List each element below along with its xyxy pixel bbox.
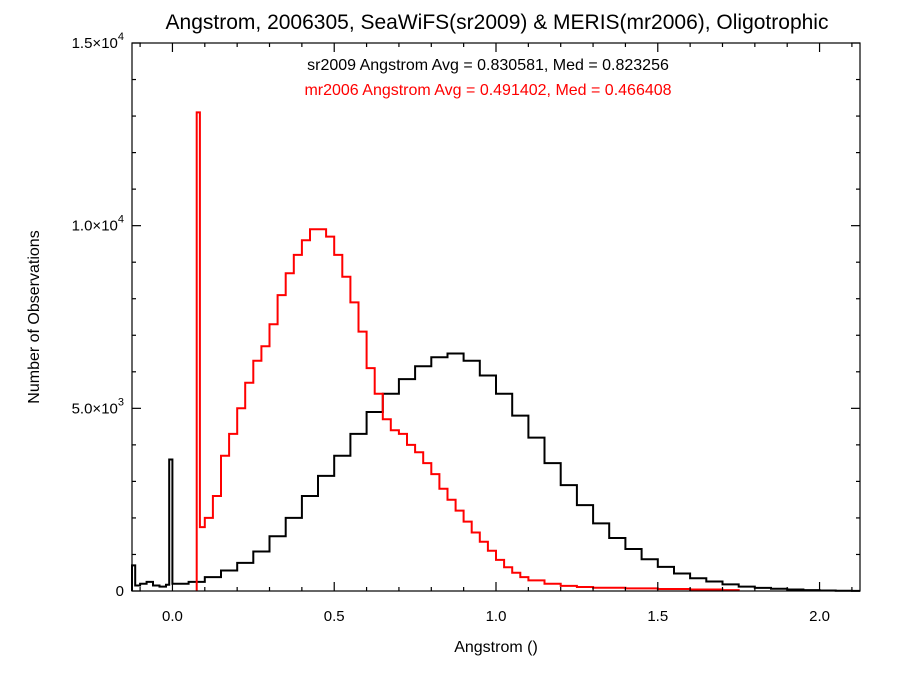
series-layer bbox=[131, 111, 860, 592]
ticks-layer: 0.0 0.5 1.0 1.5 2.0 0 5.0×103 1.0×104 1.5×104 bbox=[72, 31, 860, 625]
x-tick-label-3: 1.5 bbox=[647, 608, 668, 625]
y-tick-label-0: 0 bbox=[116, 583, 124, 600]
x-tick-label-2: 1.0 bbox=[486, 608, 507, 625]
x-tick-label-1: 0.5 bbox=[324, 608, 345, 625]
x-tick-label-0: 0.0 bbox=[162, 608, 183, 625]
series-line-1 bbox=[195, 111, 740, 592]
chart-title: Angstrom, 2006305, SeaWiFS(sr2009) & MER… bbox=[166, 11, 829, 34]
plot-frame bbox=[131, 42, 861, 592]
annotation-mr2006: mr2006 Angstrom Avg = 0.491402, Med = 0.… bbox=[304, 82, 671, 99]
y-tick-label-3: 1.5×104 bbox=[72, 31, 124, 52]
x-axis-label: Angstrom () bbox=[454, 639, 538, 656]
y-tick-label-2: 1.0×104 bbox=[72, 214, 124, 235]
y-tick-label-1: 5.0×103 bbox=[72, 396, 124, 417]
y-axis-label: Number of Observations bbox=[26, 230, 43, 403]
annotation-sr2009: sr2009 Angstrom Avg = 0.830581, Med = 0.… bbox=[307, 57, 669, 74]
x-tick-label-4: 2.0 bbox=[809, 608, 830, 625]
